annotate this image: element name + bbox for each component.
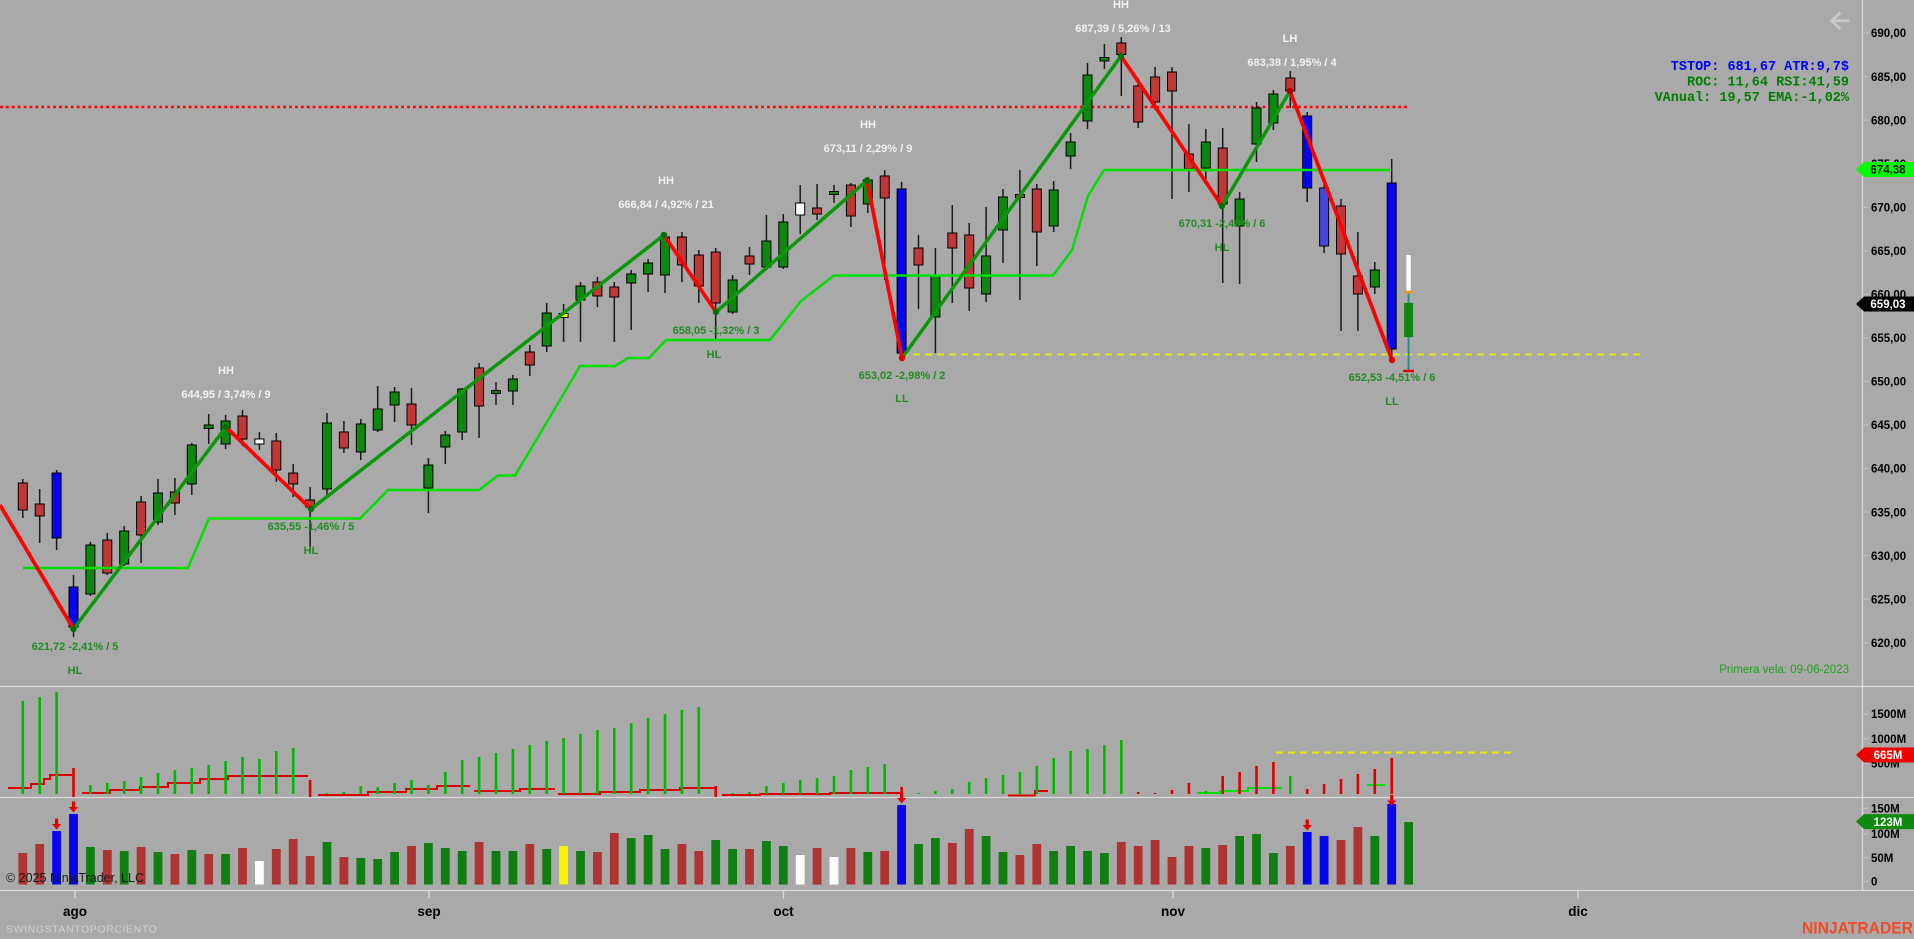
svg-text:645,00: 645,00 [1871, 420, 1906, 432]
svg-text:HH: HH [1113, 0, 1129, 11]
svg-text:© 2025 NinjaTrader, LLC: © 2025 NinjaTrader, LLC [6, 871, 144, 885]
svg-text:690,00: 690,00 [1871, 28, 1906, 40]
svg-text:0: 0 [1871, 877, 1877, 889]
svg-text:652,53 -4,51% / 6: 652,53 -4,51% / 6 [1349, 372, 1436, 384]
svg-text:1000M: 1000M [1871, 734, 1906, 746]
svg-text:SWINGSTANTOPORCIENTO: SWINGSTANTOPORCIENTO [6, 924, 157, 936]
svg-text:HH: HH [218, 365, 234, 377]
svg-text:665,00: 665,00 [1871, 246, 1906, 258]
svg-text:683,38 / 1,95% / 4: 683,38 / 1,95% / 4 [1247, 57, 1337, 69]
svg-text:1500M: 1500M [1871, 709, 1906, 721]
svg-text:HL: HL [304, 545, 319, 557]
svg-text:670,00: 670,00 [1871, 202, 1906, 214]
svg-text:666,84 / 4,92% / 21: 666,84 / 4,92% / 21 [618, 199, 713, 211]
svg-text:680,00: 680,00 [1871, 115, 1906, 127]
svg-text:TSTOP: 681,67 ATR:9,7$: TSTOP: 681,67 ATR:9,7$ [1671, 60, 1849, 75]
svg-text:150M: 150M [1871, 804, 1900, 816]
svg-text:655,00: 655,00 [1871, 333, 1906, 345]
svg-text:HH: HH [860, 119, 876, 131]
svg-text:VAnual: 19,57 EMA:-1,02%: VAnual: 19,57 EMA:-1,02% [1655, 91, 1850, 106]
svg-text:nov: nov [1161, 904, 1185, 919]
svg-text:630,00: 630,00 [1871, 551, 1906, 563]
svg-text:HL: HL [707, 349, 722, 361]
svg-text:685,00: 685,00 [1871, 72, 1906, 84]
svg-text:625,00: 625,00 [1871, 594, 1906, 606]
svg-text:635,00: 635,00 [1871, 507, 1906, 519]
svg-text:LL: LL [1385, 396, 1399, 408]
svg-text:644,95 / 3,74% / 9: 644,95 / 3,74% / 9 [181, 389, 270, 401]
svg-text:HH: HH [658, 175, 674, 187]
svg-text:ROC: 11,64 RSI:41,59: ROC: 11,64 RSI:41,59 [1687, 76, 1849, 91]
svg-text:665M: 665M [1874, 750, 1903, 762]
svg-text:673,11 / 2,29% / 9: 673,11 / 2,29% / 9 [824, 143, 913, 155]
svg-text:670,31 -2,48% / 6: 670,31 -2,48% / 6 [1179, 218, 1266, 230]
svg-text:687,39 / 5,26% / 13: 687,39 / 5,26% / 13 [1075, 23, 1170, 35]
svg-text:635,55 -1,46% / 5: 635,55 -1,46% / 5 [268, 521, 355, 533]
svg-text:620,00: 620,00 [1871, 638, 1906, 650]
svg-text:HL: HL [68, 665, 83, 677]
svg-text:oct: oct [773, 904, 794, 919]
svg-text:dic: dic [1568, 904, 1588, 919]
svg-text:653,02 -2,98% / 2: 653,02 -2,98% / 2 [859, 370, 946, 382]
svg-text:658,05 -1,32% / 3: 658,05 -1,32% / 3 [673, 325, 760, 337]
svg-text:123M: 123M [1874, 817, 1903, 829]
svg-text:ago: ago [63, 904, 87, 919]
svg-text:HL: HL [1215, 242, 1230, 254]
svg-text:100M: 100M [1871, 829, 1900, 841]
svg-text:Primera vela: 09-06-2023: Primera vela: 09-06-2023 [1719, 664, 1849, 676]
svg-text:674,38: 674,38 [1870, 165, 1906, 177]
svg-text:659,03: 659,03 [1870, 299, 1905, 311]
svg-text:LH: LH [1283, 33, 1298, 45]
svg-text:650,00: 650,00 [1871, 377, 1906, 389]
svg-text:50M: 50M [1871, 853, 1893, 865]
svg-text:NINJATRADER: NINJATRADER [1802, 919, 1913, 938]
svg-text:621,72 -2,41% / 5: 621,72 -2,41% / 5 [32, 641, 119, 653]
svg-text:sep: sep [417, 904, 440, 919]
svg-text:640,00: 640,00 [1871, 464, 1906, 476]
svg-text:LL: LL [895, 393, 909, 405]
